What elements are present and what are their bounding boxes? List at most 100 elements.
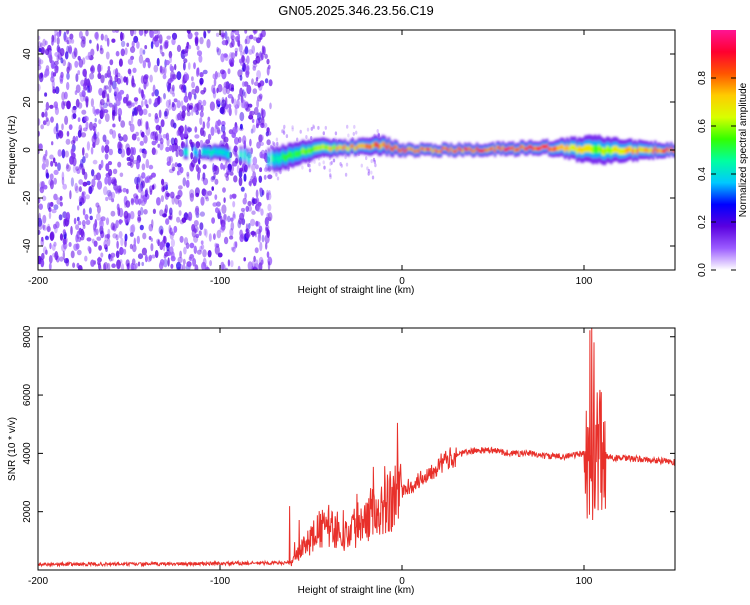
spectrogram-band-cell bbox=[389, 146, 393, 151]
spectrogram-noise-cell bbox=[61, 100, 65, 110]
spectrogram-noise-cell bbox=[239, 74, 243, 81]
spectrogram-noise-cell bbox=[62, 59, 66, 67]
spectrogram-noise-cell bbox=[108, 79, 113, 87]
spectrogram-noise-cell bbox=[329, 161, 332, 166]
spectrogram-band-cell bbox=[211, 150, 214, 155]
spectrogram-noise-cell bbox=[48, 254, 53, 264]
spectrogram-noise-cell bbox=[44, 48, 50, 56]
spectrogram-band-cell bbox=[626, 147, 629, 154]
spectrogram-noise-cell bbox=[115, 50, 120, 57]
spectrogram-band-cell bbox=[620, 147, 623, 155]
spectrogram-noise-cell bbox=[81, 90, 85, 95]
spectrogram-noise-cell bbox=[268, 216, 272, 221]
spectrogram-noise-cell bbox=[205, 228, 208, 238]
spectrogram-noise-cell bbox=[42, 38, 47, 47]
spectrogram-noise-cell bbox=[56, 31, 61, 38]
spectrogram-noise-cell bbox=[59, 78, 64, 84]
spectrogram-noise-cell bbox=[188, 45, 192, 50]
spectrogram-noise-cell bbox=[81, 35, 86, 42]
spectrogram-noise-cell bbox=[245, 231, 250, 239]
spectrogram-noise-cell bbox=[202, 172, 206, 180]
spectrogram-noise-cell bbox=[178, 149, 184, 157]
spectrogram-band-cell bbox=[403, 149, 407, 154]
spectrogram-noise-cell bbox=[117, 161, 122, 168]
spectrogram-noise-cell bbox=[193, 245, 197, 254]
spectrogram-noise-cell bbox=[100, 33, 104, 41]
spectrogram-noise-cell bbox=[45, 172, 50, 179]
spectrogram-noise-cell bbox=[251, 78, 254, 85]
spectrogram-noise-cell bbox=[96, 236, 102, 241]
spectrogram-noise-cell bbox=[84, 116, 89, 122]
spectrogram-noise-cell bbox=[139, 148, 143, 153]
spectrogram-band-cell bbox=[411, 148, 415, 152]
spectrogram-band-cell bbox=[295, 150, 299, 158]
spectrogram-band-cell bbox=[580, 146, 583, 154]
spectrogram-noise-cell bbox=[62, 250, 65, 260]
spectrogram-noise-cell bbox=[163, 93, 166, 100]
spectrogram-band-cell bbox=[397, 148, 401, 153]
spectrogram-noise-cell bbox=[308, 168, 312, 173]
spectrogram-noise-cell bbox=[211, 176, 215, 181]
spectrogram-noise-cell bbox=[153, 30, 159, 35]
spectrogram-noise-cell bbox=[151, 254, 156, 259]
spectrogram-noise-cell bbox=[183, 58, 188, 64]
spectrogram-noise-cell bbox=[49, 201, 54, 207]
spectrogram-noise-cell bbox=[164, 40, 169, 45]
spectrogram-noise-cell bbox=[169, 207, 173, 216]
spectrogram-band-cell bbox=[521, 144, 525, 149]
spectrogram-noise-cell bbox=[134, 197, 139, 205]
spectrogram-band-cell bbox=[644, 147, 647, 153]
spectrogram-noise-cell bbox=[179, 235, 184, 243]
spectrogram-band-cell bbox=[313, 145, 317, 152]
spectrogram-band-cell bbox=[604, 147, 607, 156]
spectrogram-noise-cell bbox=[135, 183, 139, 190]
spectrogram-noise-cell bbox=[65, 138, 71, 145]
spectrogram-band-cell bbox=[205, 150, 208, 155]
spectrogram-noise-cell bbox=[207, 30, 211, 34]
spectrogram-noise-cell bbox=[76, 230, 80, 240]
spectrogram-band-cell bbox=[439, 149, 443, 154]
spectrogram-band-cell bbox=[542, 144, 545, 149]
spectrogram-noise-cell bbox=[231, 132, 236, 139]
spectrogram-noise-cell bbox=[81, 191, 86, 196]
spectrogram-noise-cell bbox=[200, 240, 204, 245]
spectrogram-noise-cell bbox=[216, 46, 219, 53]
spectrogram-band-cell bbox=[315, 145, 319, 152]
spectrogram-noise-cell bbox=[61, 171, 65, 181]
spectrogram-band-cell bbox=[327, 145, 331, 151]
spectrogram-noise-cell bbox=[82, 57, 86, 65]
spectrogram-band-cell bbox=[379, 143, 383, 150]
spectrogram-noise-cell bbox=[234, 137, 239, 145]
spectrogram-noise-cell bbox=[156, 197, 161, 206]
spectrogram-band-cell bbox=[415, 148, 419, 153]
spectrogram-noise-cell bbox=[72, 165, 77, 173]
spectrogram-noise-cell bbox=[120, 48, 126, 57]
spectrogram-noise-cell bbox=[234, 157, 239, 164]
spectrogram-noise-cell bbox=[42, 214, 47, 224]
spectrogram-noise-cell bbox=[102, 102, 108, 109]
spectrogram-noise-cell bbox=[82, 127, 88, 132]
spectrogram-noise-cell bbox=[226, 105, 231, 113]
spectrogram-noise-cell bbox=[265, 154, 269, 164]
spectrogram-band-cell bbox=[642, 147, 645, 153]
spectrogram-noise-cell bbox=[115, 250, 120, 259]
spectrogram-noise-cell bbox=[139, 47, 144, 57]
spectrogram-noise-cell bbox=[180, 100, 184, 109]
spectrogram-noise-cell bbox=[188, 256, 192, 261]
spectrogram-noise-cell bbox=[225, 161, 228, 169]
spectrogram-band-cell bbox=[359, 143, 363, 149]
spectrogram-noise-cell bbox=[124, 47, 128, 56]
spectrogram-noise-cell bbox=[256, 228, 261, 235]
spectrogram-noise-cell bbox=[64, 150, 70, 158]
spectrogram-band-cell bbox=[519, 144, 523, 149]
spectrogram-noise-cell bbox=[106, 37, 110, 47]
spectrogram-noise-cell bbox=[72, 105, 77, 111]
spectrogram-noise-cell bbox=[267, 260, 271, 270]
spectrogram-band-cell bbox=[413, 149, 417, 154]
spectrogram-noise-cell bbox=[108, 148, 114, 156]
spectrogram-noise-cell bbox=[264, 78, 269, 84]
spectrogram-noise-cell bbox=[160, 119, 165, 128]
spectrogram-noise-cell bbox=[228, 52, 234, 60]
spectrogram-band-cell bbox=[622, 147, 625, 155]
